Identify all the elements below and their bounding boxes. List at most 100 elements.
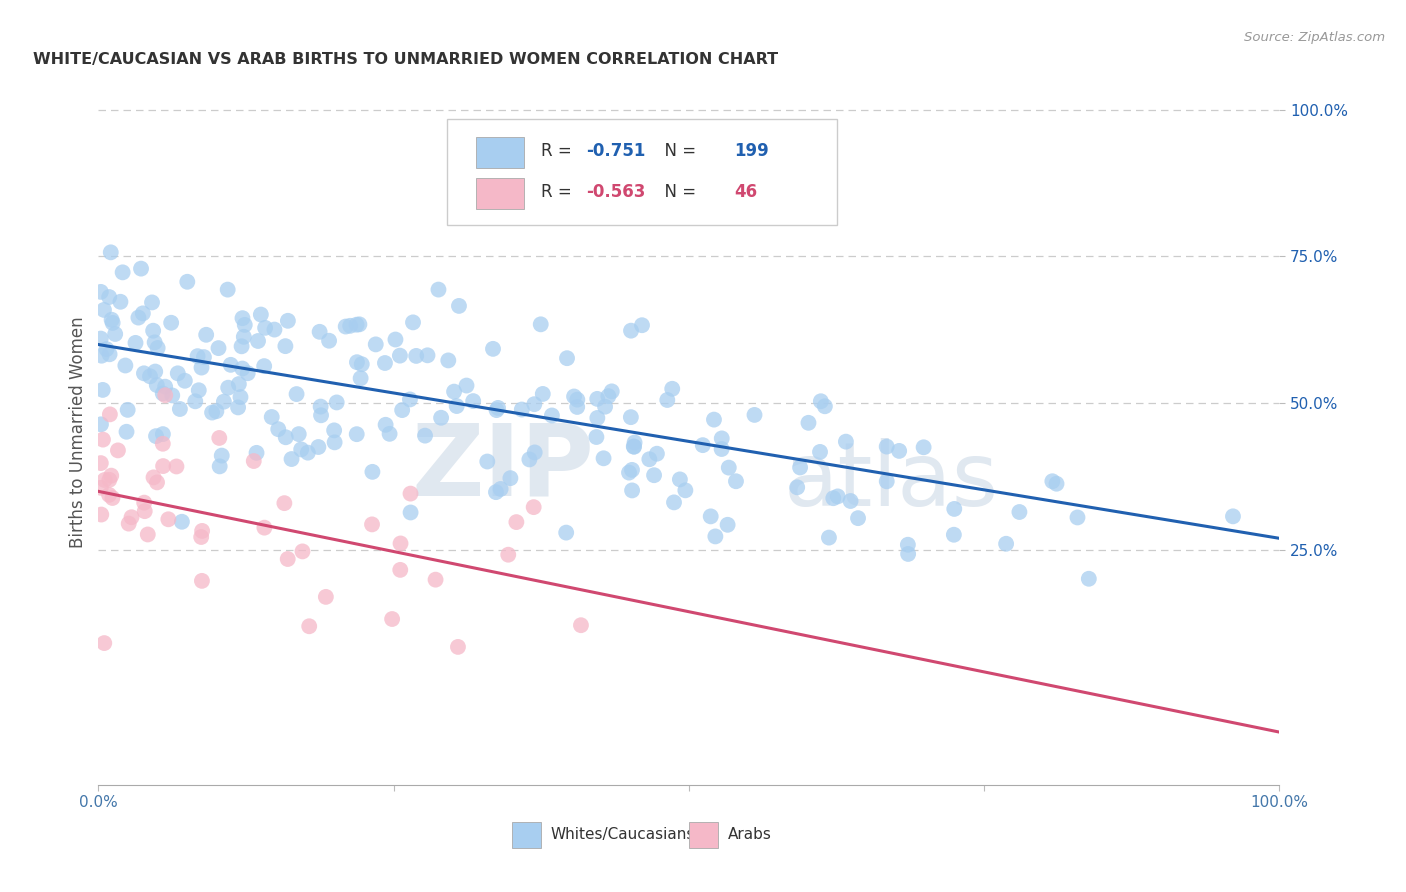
Point [1066, 510, 1088, 524]
Point [391, 403, 413, 417]
Point [193, 350, 215, 364]
Point [623, 440, 645, 454]
Point [486, 401, 509, 415]
Point [263, 322, 285, 336]
FancyBboxPatch shape [447, 119, 837, 225]
Point [620, 324, 643, 338]
Point [107, 443, 129, 458]
Point [897, 538, 920, 552]
Point [569, 618, 592, 632]
Point [93, 636, 115, 650]
Bar [477, 136, 523, 169]
Text: Source: ZipAtlas.com: Source: ZipAtlas.com [1244, 31, 1385, 45]
Point [146, 378, 169, 392]
Point [143, 365, 166, 379]
Point [814, 399, 837, 413]
Point [219, 358, 242, 372]
Text: N =: N = [654, 142, 700, 160]
Point [142, 470, 165, 484]
Point [155, 388, 177, 402]
Point [374, 356, 396, 370]
Point [523, 500, 546, 515]
Point [127, 310, 149, 325]
Point [307, 440, 329, 454]
Point [645, 447, 668, 461]
Point [623, 440, 645, 454]
Y-axis label: Births to Unmarried Women: Births to Unmarried Women [69, 317, 87, 549]
Point [346, 427, 368, 442]
Text: R =: R = [541, 142, 578, 160]
Point [176, 275, 198, 289]
Point [692, 438, 714, 452]
Point [555, 525, 578, 540]
Point [254, 321, 277, 335]
Point [260, 409, 283, 424]
Point [325, 395, 347, 409]
Point [173, 374, 195, 388]
Point [519, 452, 541, 467]
Point [335, 319, 357, 334]
Point [152, 459, 174, 474]
Point [217, 381, 239, 395]
Point [1008, 505, 1031, 519]
Point [231, 339, 253, 353]
Point [523, 397, 546, 411]
Point [600, 384, 623, 399]
Point [191, 574, 214, 588]
Point [425, 573, 447, 587]
Point [1222, 509, 1244, 524]
Text: 46: 46 [734, 183, 756, 201]
Point [389, 536, 412, 550]
Point [229, 390, 252, 404]
Point [846, 511, 869, 525]
Point [346, 355, 368, 369]
Point [253, 521, 276, 535]
Point [226, 401, 249, 415]
Point [217, 283, 239, 297]
Point [617, 466, 640, 480]
Point [191, 524, 214, 538]
Point [447, 640, 470, 654]
Point [187, 384, 209, 398]
Point [231, 311, 253, 326]
Point [389, 563, 412, 577]
Point [212, 394, 235, 409]
Point [274, 430, 297, 444]
Point [142, 324, 165, 338]
Point [405, 349, 427, 363]
Point [101, 316, 124, 330]
Text: atlas: atlas [783, 439, 998, 525]
Point [323, 423, 346, 437]
Point [413, 428, 436, 442]
Point [823, 491, 845, 506]
Point [482, 342, 505, 356]
Point [662, 495, 685, 509]
Point [427, 283, 450, 297]
Point [384, 333, 406, 347]
Point [195, 327, 218, 342]
Point [277, 314, 299, 328]
Point [124, 335, 146, 350]
Point [593, 400, 616, 414]
Point [897, 547, 920, 561]
Point [232, 330, 254, 344]
Point [510, 402, 533, 417]
Point [98, 347, 121, 361]
Point [827, 490, 849, 504]
Point [585, 430, 607, 444]
Point [90, 508, 112, 522]
Point [505, 515, 527, 529]
Point [724, 475, 747, 489]
Point [110, 294, 132, 309]
Point [90, 417, 112, 432]
Point [567, 392, 589, 407]
Point [643, 468, 665, 483]
Text: WHITE/CAUCASIAN VS ARAB BIRTHS TO UNMARRIED WOMEN CORRELATION CHART: WHITE/CAUCASIAN VS ARAB BIRTHS TO UNMARR… [34, 52, 779, 67]
Point [91, 433, 114, 447]
Point [309, 409, 332, 423]
Point [523, 445, 546, 459]
Point [253, 359, 276, 373]
Point [443, 384, 465, 399]
Bar [689, 822, 718, 848]
Point [146, 475, 169, 490]
